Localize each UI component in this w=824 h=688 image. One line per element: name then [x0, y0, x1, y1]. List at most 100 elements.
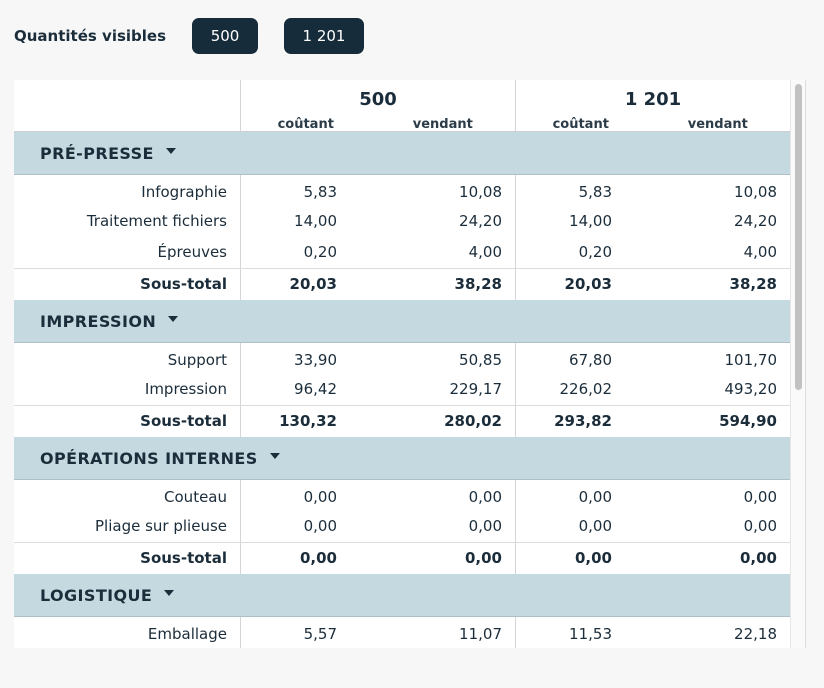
subtotal-row: Sous-total 130,32 280,02 293,82 594,90: [14, 405, 791, 437]
row-label: Couteau: [164, 487, 227, 506]
cost-table: 500 coûtant vendant 1 201 coûtant vendan…: [14, 80, 791, 648]
sell-value: 4,00: [468, 243, 502, 261]
subtotal-row: Sous-total 20,03 38,28 20,03 38,28: [14, 268, 791, 300]
column-quantity-title: 500: [359, 89, 397, 110]
subtotal-label: Sous-total: [140, 412, 227, 430]
sub-column-sell: vendant: [687, 117, 748, 132]
section-title: OPÉRATIONS INTERNES: [40, 448, 258, 468]
section-header[interactable]: LOGISTIQUE: [14, 574, 791, 617]
cost-value: 5,83: [578, 182, 612, 201]
sell-value: 101,70: [724, 350, 778, 369]
column-quantity-title: 1 201: [624, 89, 682, 110]
cost-value: 0,00: [574, 549, 612, 567]
row-label: Emballage: [147, 624, 227, 643]
table-row: Infographie 5,83 10,08 5,83 10,08: [14, 174, 791, 207]
value-group: 0,20 4,00: [240, 237, 515, 268]
subtotal-label: Sous-total: [140, 549, 227, 567]
section-header[interactable]: OPÉRATIONS INTERNES: [14, 437, 791, 480]
cost-value: 20,03: [289, 275, 337, 293]
cost-value: 0,00: [299, 549, 337, 567]
scrollbar-thumb[interactable]: [795, 84, 802, 390]
table-row: Épreuves 0,20 4,00 0,20 4,00: [14, 237, 791, 268]
cost-value: 130,32: [279, 412, 337, 430]
sell-value: 493,20: [724, 380, 778, 398]
sell-value: 0,00: [468, 517, 502, 535]
sell-value: 594,90: [719, 412, 777, 430]
sell-value: 50,85: [459, 350, 502, 369]
table-row: Impression 96,42 229,17 226,02 493,20: [14, 374, 791, 405]
cost-value: 5,83: [303, 182, 337, 201]
value-group: 130,32 280,02: [240, 406, 515, 437]
row-label: Support: [167, 350, 227, 369]
table-row: Couteau 0,00 0,00 0,00 0,00: [14, 479, 791, 512]
cost-value: 0,20: [578, 243, 612, 261]
cost-table-panel: 500 coûtant vendant 1 201 coûtant vendan…: [14, 80, 806, 648]
cost-value: 11,53: [569, 624, 612, 643]
quantity-button-1201[interactable]: 1 201: [284, 18, 365, 54]
sell-value: 4,00: [743, 243, 777, 261]
section-title: LOGISTIQUE: [40, 585, 153, 605]
caret-down-icon[interactable]: [269, 453, 280, 459]
sell-value: 0,00: [739, 549, 777, 567]
table-row: Pliage sur plieuse 0,00 0,00 0,00 0,00: [14, 511, 791, 542]
cost-value: 0,00: [578, 487, 612, 506]
quantity-button-500[interactable]: 500: [192, 18, 259, 54]
value-group: 96,42 229,17: [240, 374, 515, 405]
caret-down-icon[interactable]: [164, 590, 175, 596]
table-header: 500 coûtant vendant 1 201 coûtant vendan…: [14, 80, 791, 132]
sell-value: 0,00: [743, 517, 777, 535]
value-group: 5,83 10,08: [240, 174, 515, 207]
row-label: Impression: [144, 380, 227, 398]
sell-value: 0,00: [468, 487, 502, 506]
value-group: 0,00 0,00: [240, 543, 515, 574]
table-row: Emballage 5,57 11,07 11,53 22,18: [14, 616, 791, 648]
value-group: 293,82 594,90: [515, 406, 790, 437]
cost-value: 0,00: [578, 517, 612, 535]
section-title: IMPRESSION: [40, 311, 157, 331]
row-label: Pliage sur plieuse: [95, 517, 227, 535]
table-row: Support 33,90 50,85 67,80 101,70: [14, 342, 791, 375]
subtotal-row: Sous-total 0,00 0,00 0,00 0,00: [14, 542, 791, 574]
sell-value: 38,28: [454, 275, 502, 293]
value-group: 11,53 22,18: [515, 616, 790, 648]
value-group: 0,20 4,00: [515, 237, 790, 268]
value-group: 0,00 0,00: [240, 511, 515, 542]
value-group: 0,00 0,00: [515, 511, 790, 542]
subtotal-label: Sous-total: [140, 275, 227, 293]
value-group: 0,00 0,00: [515, 543, 790, 574]
section-header[interactable]: IMPRESSION: [14, 300, 791, 343]
header-label-cell: [14, 80, 240, 131]
row-label: Épreuves: [157, 243, 228, 261]
value-group: 14,00 24,20: [240, 206, 515, 237]
sell-value: 280,02: [444, 412, 502, 430]
vertical-scrollbar[interactable]: [790, 80, 805, 648]
column-group-500: 500 coûtant vendant: [240, 80, 515, 132]
sell-value: 11,07: [459, 624, 502, 643]
visible-quantities-bar: Quantités visibles 500 1 201: [14, 18, 365, 54]
value-group: 14,00 24,20: [515, 206, 790, 237]
sell-value: 24,20: [734, 212, 777, 230]
value-group: 0,00 0,00: [515, 479, 790, 512]
sub-column-sell: vendant: [412, 117, 473, 132]
cost-value: 0,00: [303, 517, 337, 535]
value-group: 20,03 38,28: [515, 269, 790, 300]
sell-value: 24,20: [459, 212, 502, 230]
sub-column-cost: coûtant: [552, 117, 609, 132]
caret-down-icon[interactable]: [168, 316, 179, 322]
cost-value: 5,57: [303, 624, 337, 643]
cost-value: 226,02: [559, 380, 613, 398]
value-group: 5,57 11,07: [240, 616, 515, 648]
section-header[interactable]: PRÉ-PRESSE: [14, 132, 791, 175]
cost-value: 14,00: [569, 212, 612, 230]
caret-down-icon[interactable]: [165, 148, 176, 154]
sell-value: 0,00: [743, 487, 777, 506]
value-group: 5,83 10,08: [515, 174, 790, 207]
sub-column-cost: coûtant: [277, 117, 334, 132]
value-group: 226,02 493,20: [515, 374, 790, 405]
cost-value: 67,80: [569, 350, 612, 369]
sell-value: 38,28: [729, 275, 777, 293]
visible-quantities-label: Quantités visibles: [14, 27, 167, 45]
cost-value: 20,03: [564, 275, 612, 293]
sell-value: 10,08: [734, 182, 777, 201]
column-group-1201: 1 201 coûtant vendant: [515, 80, 790, 132]
